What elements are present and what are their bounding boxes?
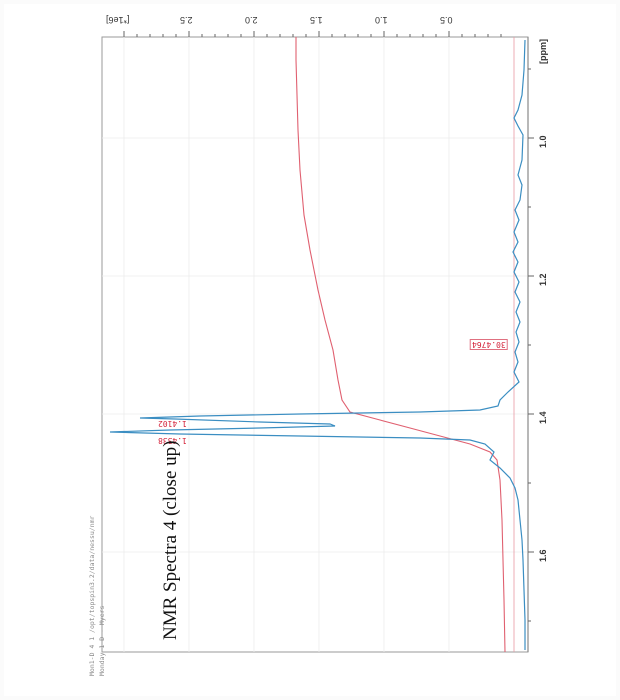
ytick-2-0: 2.0 xyxy=(245,15,258,25)
figure-caption: NMR Spectra 4 (close up) xyxy=(160,440,181,640)
ytick-1-0: 1.0 xyxy=(375,15,388,25)
ytick-1-5: 1.5 xyxy=(310,15,323,25)
xtick-1-4: 1.4 xyxy=(538,411,548,424)
integral-curve xyxy=(295,37,506,653)
peak-label-1: 1.4102 xyxy=(158,419,187,428)
ppm-axis-ticks xyxy=(528,68,534,622)
xtick-1-2: 1.2 xyxy=(538,273,548,286)
integral-value-label: 30.4764 xyxy=(470,339,508,350)
grid xyxy=(102,37,527,652)
intensity-unit-label: [*1e6] xyxy=(106,15,130,25)
intensity-axis-ticks xyxy=(123,31,502,37)
file-path-text: Mon1-D 4 1 /opt/topspin3.2/data/nessu/nm… xyxy=(88,515,96,676)
ppm-unit-label: [ppm] xyxy=(538,39,548,64)
ytick-0-5: 0.5 xyxy=(440,15,453,25)
xtick-1-0: 1.0 xyxy=(538,135,548,148)
experiment-info-text: Monday 1 D - Myers xyxy=(98,605,106,676)
spectrum-curve xyxy=(109,39,526,650)
xtick-1-6: 1.6 xyxy=(538,549,548,562)
ytick-2-5: 2.5 xyxy=(180,15,193,25)
